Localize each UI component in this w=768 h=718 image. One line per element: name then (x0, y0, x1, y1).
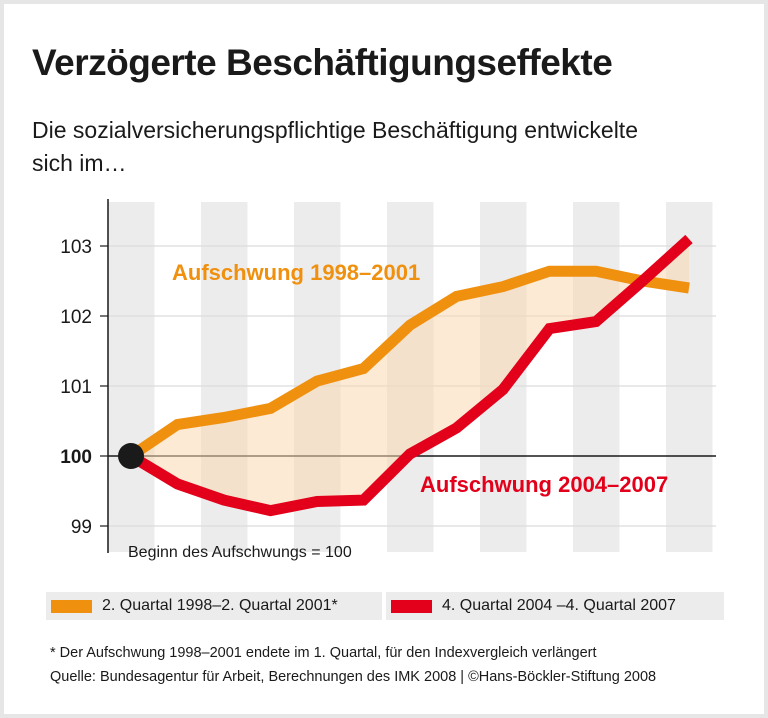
y-tick-label: 101 (60, 377, 92, 398)
y-tick-label: 99 (71, 517, 92, 538)
legend-item-1998: 2. Quartal 1998–2. Quartal 2001* (46, 592, 382, 620)
background-stripe (108, 202, 155, 552)
line-chart: 99 100 101 102 103 Aufschwung 1998–2001 Aufsch… (60, 199, 716, 561)
legend-label: 2. Quartal 1998–2. Quartal 2001* (102, 597, 338, 614)
baseline-note: Beginn des Aufschwungs = 100 (128, 544, 352, 561)
y-tick-label: 102 (60, 307, 92, 328)
legend-swatch-orange (51, 599, 92, 613)
legend-label: 4. Quartal 2004 –4. Quartal 2007 (442, 597, 676, 614)
legend-item-2004: 4. Quartal 2004 –4. Quartal 2007 (386, 592, 724, 620)
y-tick-label: 100 (60, 447, 92, 468)
area-between-series (131, 239, 689, 511)
footnote: * Der Aufschwung 1998–2001 endete im 1. … (50, 645, 597, 661)
legend-swatch-red (391, 599, 432, 613)
series-label-2004-2007: Aufschwung 2004–2007 (420, 472, 668, 497)
start-point-marker (118, 443, 144, 469)
series-label-1998-2001: Aufschwung 1998–2001 (172, 260, 420, 285)
y-tick-label: 103 (60, 237, 92, 258)
chart-title: Verzögerte Beschäftigungseffekte (32, 42, 613, 83)
source-note: Quelle: Bundesagentur für Arbeit, Berech… (50, 669, 657, 685)
background-stripe (573, 202, 620, 552)
chart-subtitle: Die sozialversicherungspflichtige Beschä… (32, 117, 638, 176)
